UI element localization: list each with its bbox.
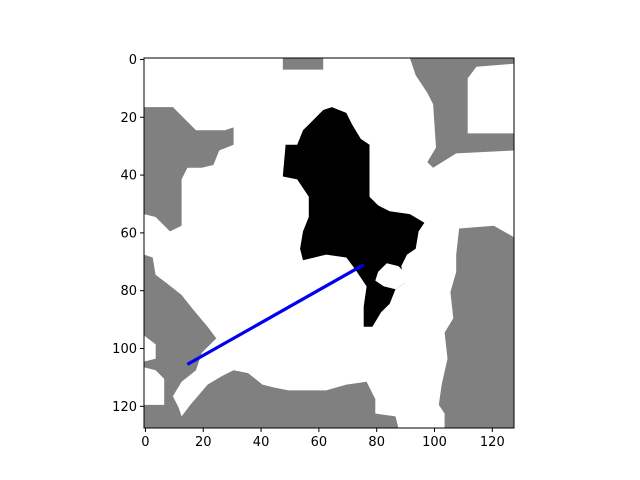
y-axis: 0 20 40 60 80 100 120 (112, 53, 144, 415)
map-region-left-lower-block (144, 254, 399, 428)
y-tick-label: 80 (120, 284, 137, 299)
x-tick-label: 80 (368, 435, 385, 450)
path-line (186, 263, 365, 366)
map-region-left-upper-block (144, 107, 234, 232)
plot-area (143, 57, 515, 429)
map-region-right-block (438, 225, 514, 428)
map-region-top-right-block (409, 58, 514, 168)
map-region-top-small-block (282, 58, 324, 70)
axes-frame (143, 57, 515, 429)
x-tick-label: 100 (422, 435, 447, 450)
occupancy-map (144, 58, 514, 428)
y-tick-label: 120 (112, 400, 137, 415)
map-region-free-pocket-upper-right (467, 63, 514, 134)
y-tick-label: 40 (120, 169, 137, 184)
map-region-free-hole-obstacle (375, 263, 405, 290)
y-tick-label: 0 (129, 53, 137, 68)
x-axis: 0 20 40 60 80 100 120 (141, 428, 505, 450)
y-tick-label: 20 (120, 111, 137, 126)
x-tick-label: 20 (195, 435, 212, 450)
path-layer (186, 263, 365, 366)
x-tick-label: 60 (311, 435, 328, 450)
y-tick-label: 100 (112, 342, 137, 357)
x-tick-label: 0 (141, 435, 149, 450)
x-tick-label: 40 (253, 435, 270, 450)
map-region-free-pocket-left (144, 344, 156, 362)
y-tick-label: 60 (120, 226, 137, 241)
x-tick-label: 120 (480, 435, 505, 450)
